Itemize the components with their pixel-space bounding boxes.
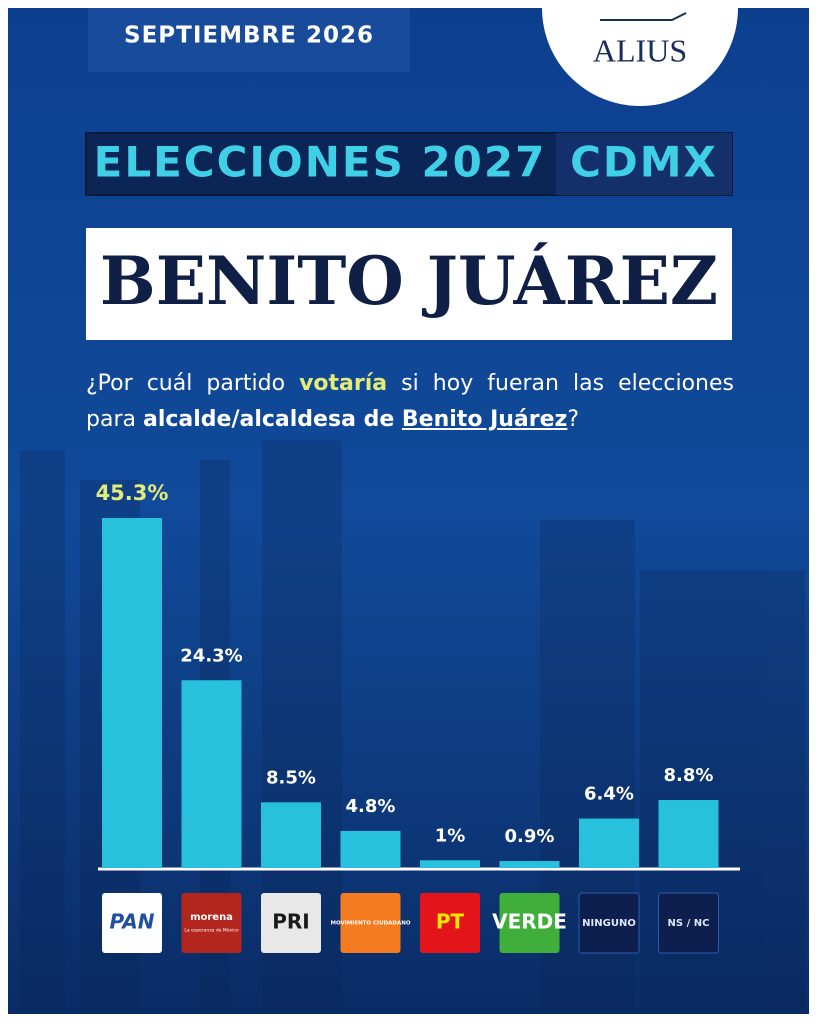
logo-box — [499, 893, 560, 953]
value-label: 8.8% — [664, 765, 714, 786]
logo-box — [658, 892, 719, 954]
headline: BENITO JUÁREZ — [100, 242, 718, 320]
logo-text: NS / NC — [668, 918, 710, 929]
brand-badge — [542, 8, 738, 106]
party-logo: PT — [420, 893, 480, 953]
question-highlight: votaría — [299, 371, 388, 396]
logo-text: PRI — [272, 910, 310, 934]
logo-box — [578, 892, 640, 954]
value-label: 8.5% — [266, 767, 316, 788]
bar — [261, 802, 321, 868]
value-label: 24.3% — [180, 645, 242, 666]
party-logo: PRI — [261, 893, 321, 953]
logo-text: morena — [190, 912, 233, 923]
question-text: ? — [567, 407, 580, 432]
logo-box — [102, 893, 162, 953]
banner-right-box — [556, 133, 732, 195]
question-underline: Benito Juárez — [401, 407, 568, 432]
question-text: ¿Por cuál partido — [86, 371, 300, 396]
value-label: 45.3% — [96, 481, 169, 505]
party-logo: MOVIMIENTO CIUDADANO — [331, 893, 411, 953]
bar — [499, 861, 560, 868]
logo-box — [420, 893, 480, 953]
bar — [340, 830, 401, 868]
logo-text: MOVIMIENTO CIUDADANO — [331, 921, 411, 927]
value-label: 4.8% — [346, 796, 396, 817]
brand-icon — [600, 12, 687, 21]
logo-box — [181, 893, 242, 953]
party-logo: morena La esperanza de México — [181, 893, 242, 953]
party-logo: PAN — [102, 893, 162, 953]
bar — [181, 680, 242, 868]
question-bold: alcalde/alcaldesa de — [142, 407, 402, 432]
logo-box — [261, 893, 321, 953]
logo-text: PT — [436, 910, 465, 934]
logo-tagline: La esperanza de México — [184, 927, 238, 934]
value-label: 1% — [435, 825, 466, 846]
banner-right: CDMX — [570, 138, 718, 187]
question-text: si hoy fueran las elecciones para — [86, 371, 734, 432]
brand: ALIUS — [593, 32, 687, 68]
logo-text: VERDE — [492, 910, 567, 934]
date-box — [88, 8, 410, 72]
bar — [579, 818, 639, 868]
logo-text: PAN — [109, 910, 154, 934]
logo-text: NINGUNO — [582, 918, 636, 929]
headline-box — [86, 228, 732, 340]
party-logo: VERDE — [492, 893, 567, 953]
banner-left: ELECCIONES 2027 — [94, 138, 547, 187]
date: SEPTIEMBRE 2026 — [124, 23, 374, 49]
bar — [420, 860, 480, 868]
question: ¿Por cuál partido votaría si hoy fueran … — [86, 366, 734, 438]
logo-box — [340, 893, 401, 953]
bar — [102, 518, 162, 868]
party-logo: NINGUNO — [578, 892, 640, 954]
bar — [658, 800, 719, 868]
value-label: 0.9% — [505, 826, 555, 847]
value-label: 6.4% — [584, 784, 634, 805]
party-logo: NS / NC — [658, 892, 719, 954]
